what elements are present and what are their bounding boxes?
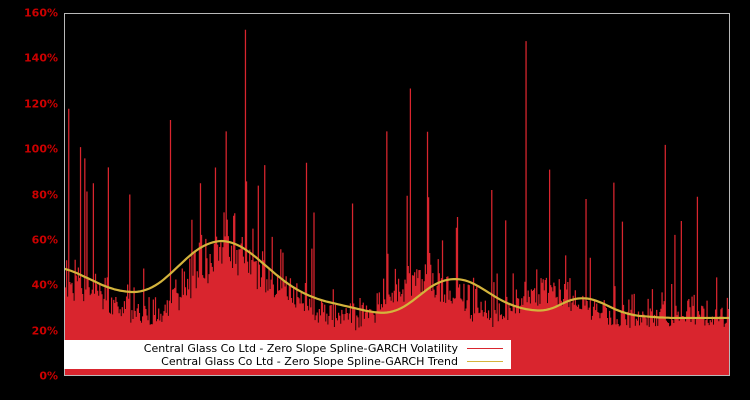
- plot-area: [64, 13, 730, 376]
- y-axis-tick-label: 0%: [39, 369, 58, 383]
- volatility-line-swatch: [467, 347, 503, 349]
- y-axis-tick-label: 80%: [31, 188, 58, 201]
- y-axis-tick-label: 160%: [24, 6, 58, 20]
- trend-line-swatch: [467, 360, 503, 362]
- legend-label-volatility: Central Glass Co Ltd - Zero Slope Spline…: [143, 341, 458, 355]
- legend-entry-volatility: Central Glass Co Ltd - Zero Slope Spline…: [64, 342, 505, 355]
- y-axis-tick-label: 100%: [24, 142, 58, 156]
- legend-label-trend: Central Glass Co Ltd - Zero Slope Spline…: [161, 354, 458, 368]
- y-axis-tick-label: 60%: [31, 233, 58, 247]
- y-axis-tick-label: 120%: [24, 97, 58, 111]
- volatility-bars: [65, 29, 729, 375]
- y-axis-tick-label: 40%: [31, 278, 58, 292]
- volatility-series: [65, 29, 729, 375]
- legend-entry-trend: Central Glass Co Ltd - Zero Slope Spline…: [64, 355, 505, 368]
- y-axis-tick-label: 20%: [31, 324, 58, 338]
- plot-svg: [65, 29, 729, 375]
- y-axis-tick-label: 140%: [24, 51, 58, 65]
- trend-line: [65, 239, 729, 320]
- y-axis: 160% 140% 120% 100% 80% 60% 40% 20% 0%: [0, 0, 58, 400]
- chart-legend: Central Glass Co Ltd - Zero Slope Spline…: [64, 340, 511, 369]
